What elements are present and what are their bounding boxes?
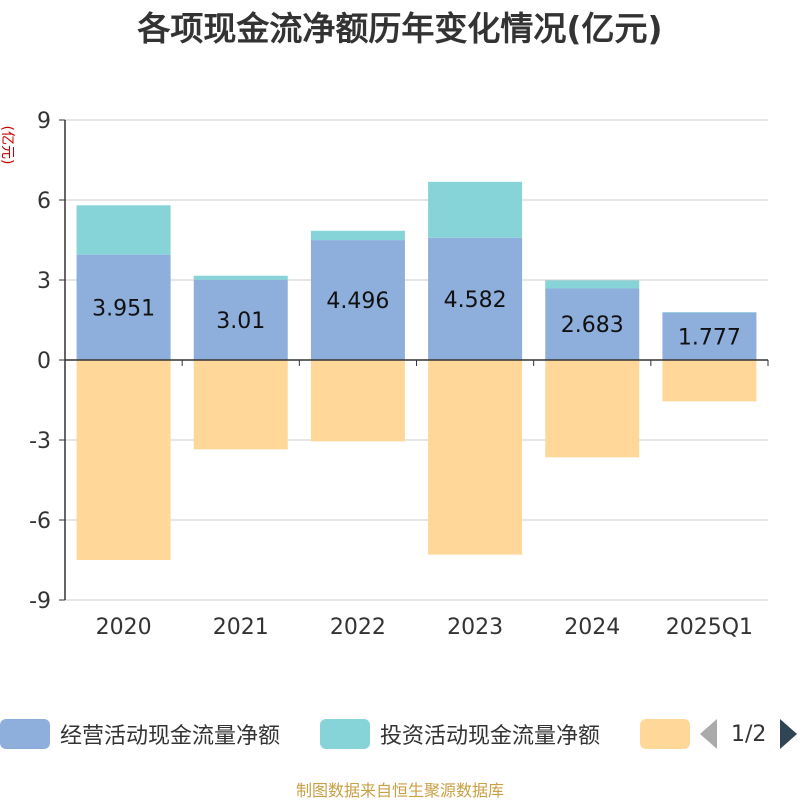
pager-prev-icon[interactable] [700,719,717,749]
x-tick-label: 2022 [330,615,386,640]
legend-swatch-operating [0,719,50,749]
legend-pager: 1/2 [700,715,798,753]
y-tick-label: -3 [29,429,51,454]
bar-segment [662,312,757,313]
bar-segment [310,360,405,442]
x-tick-label: 2023 [447,615,503,640]
bar-segment [193,279,288,360]
data-label: 2.683 [561,313,624,338]
legend-label-investing: 投资活动现金流量净额 [380,724,601,749]
bars [76,181,757,560]
bar-segment [193,275,288,280]
y-tick-label: 3 [37,269,51,294]
bar-segment [76,360,171,560]
data-label: 1.777 [678,325,741,350]
data-label: 3.01 [216,309,265,334]
chart-title: 各项现金流净额历年变化情况(亿元) [137,9,663,48]
bar-segment [310,230,405,241]
bar-segment [662,360,757,402]
bar-segment [76,254,171,360]
y-tick-label: -6 [29,509,51,534]
value-labels: 3.951 3.01 4.496 4.582 2.683 1.777 [92,288,741,350]
bar-segment [428,237,523,360]
x-tick-label: 2020 [96,615,152,640]
data-source-note: 制图数据来自恒生聚源数据库 [295,781,504,800]
y-axis-label: (亿元) [0,126,15,165]
data-label: 3.951 [92,296,155,321]
legend-label-operating: 经营活动现金流量净额 [60,724,281,749]
bar-segment [76,205,171,255]
bar-segment [428,181,523,238]
y-tick-label: 6 [37,189,51,214]
legend-swatch-investing [320,719,370,749]
y-tick-label: -9 [29,589,51,614]
legend: 经营活动现金流量净额 投资活动现金流量净额 1/2 [0,715,800,755]
bar-segment [545,280,640,289]
bar-segment [310,240,405,360]
bar-segment [545,288,640,360]
x-tick-label: 2025Q1 [666,615,753,640]
legend-item-investing[interactable]: 投资活动现金流量净额 [320,715,600,753]
legend-item-operating[interactable]: 经营活动现金流量净额 [0,715,280,753]
pager-next-icon[interactable] [780,719,798,749]
legend-item-financing[interactable] [640,715,700,753]
grid-lines [65,119,768,601]
bar-segment [662,312,757,360]
bar-segment [545,360,640,458]
bar-segment [193,360,288,450]
data-label: 4.496 [326,289,389,314]
y-tick-label: 9 [37,109,51,134]
y-tick-label: 0 [37,349,51,374]
pager-page-indicator: 1/2 [731,721,767,747]
x-tick-label: 2021 [213,615,269,640]
data-label: 4.582 [444,288,507,313]
x-tick-label: 2024 [564,615,620,640]
legend-swatch-financing [640,719,690,749]
axes: 9 6 3 0 -3 -6 -9 2020 2021 2022 2023 2024 2025Q1 [29,109,769,640]
stacked-bar-chart: 9 6 3 0 -3 -6 -9 2020 2021 2022 2023 2024 2025Q1 3.9… [0,109,769,640]
bar-segment [428,360,523,555]
